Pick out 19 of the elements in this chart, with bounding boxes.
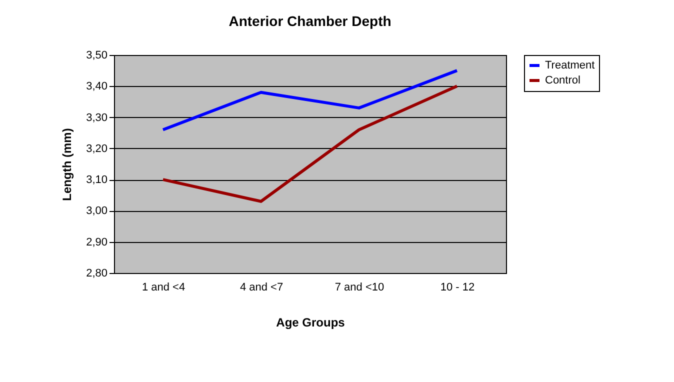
y-tick-label: 3,30 [86,112,108,124]
line-series [162,84,458,203]
x-tick-label: 10 - 12 [440,282,475,294]
y-tick-label: 3,10 [86,174,108,186]
y-tick-label: 3,50 [86,50,108,62]
x-tick-label: 7 and <10 [334,282,384,294]
line-series [162,69,458,132]
chart-title: Anterior Chamber Depth [228,13,392,29]
x-tick-label: 4 and <7 [240,282,284,294]
y-tick-label: 3,00 [86,205,108,218]
legend-label: Control [545,74,580,86]
x-tick-label: 1 and <4 [142,282,186,294]
y-tick-label: 2,90 [86,236,108,248]
x-axis-title: Age Groups [276,316,346,330]
legend-label: Treatment [545,60,595,72]
y-tick-label: 3,40 [86,80,108,93]
y-tick-label: 3,20 [86,142,108,155]
y-tick-label: 2,80 [86,268,108,280]
y-axis-title: Length (mm) [60,128,74,201]
